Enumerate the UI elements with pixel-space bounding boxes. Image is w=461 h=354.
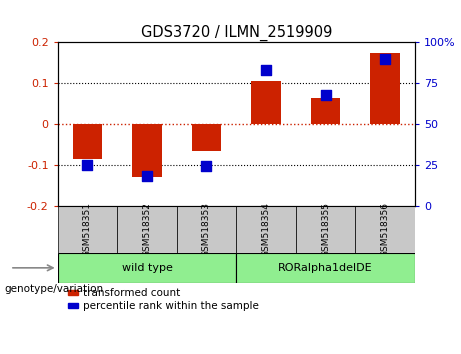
Text: GSM518355: GSM518355 <box>321 202 330 257</box>
Bar <box>311 98 341 124</box>
Text: GSM518352: GSM518352 <box>142 202 152 257</box>
Text: wild type: wild type <box>122 263 172 273</box>
Text: percentile rank within the sample: percentile rank within the sample <box>83 301 259 310</box>
Bar <box>68 303 78 308</box>
Point <box>84 162 91 168</box>
Bar <box>58 253 236 283</box>
Bar <box>296 206 355 253</box>
Point <box>381 56 389 62</box>
Point <box>262 67 270 73</box>
Bar <box>370 53 400 124</box>
Bar <box>58 206 117 253</box>
Text: GSM518356: GSM518356 <box>381 202 390 257</box>
Point <box>203 164 210 169</box>
Title: GDS3720 / ILMN_2519909: GDS3720 / ILMN_2519909 <box>141 25 332 41</box>
Bar <box>177 206 236 253</box>
Text: GSM518353: GSM518353 <box>202 202 211 257</box>
Bar <box>132 124 162 177</box>
Bar <box>236 253 415 283</box>
Bar <box>117 206 177 253</box>
Text: RORalpha1delDE: RORalpha1delDE <box>278 263 373 273</box>
Bar <box>192 124 221 150</box>
Bar <box>68 290 78 295</box>
Text: genotype/variation: genotype/variation <box>5 284 104 293</box>
Text: GSM518354: GSM518354 <box>261 202 271 257</box>
Bar <box>236 206 296 253</box>
Bar <box>355 206 415 253</box>
Text: transformed count: transformed count <box>83 288 181 298</box>
Point <box>322 92 329 97</box>
Text: GSM518351: GSM518351 <box>83 202 92 257</box>
Point <box>143 173 151 179</box>
Bar <box>251 81 281 124</box>
Bar <box>72 124 102 159</box>
